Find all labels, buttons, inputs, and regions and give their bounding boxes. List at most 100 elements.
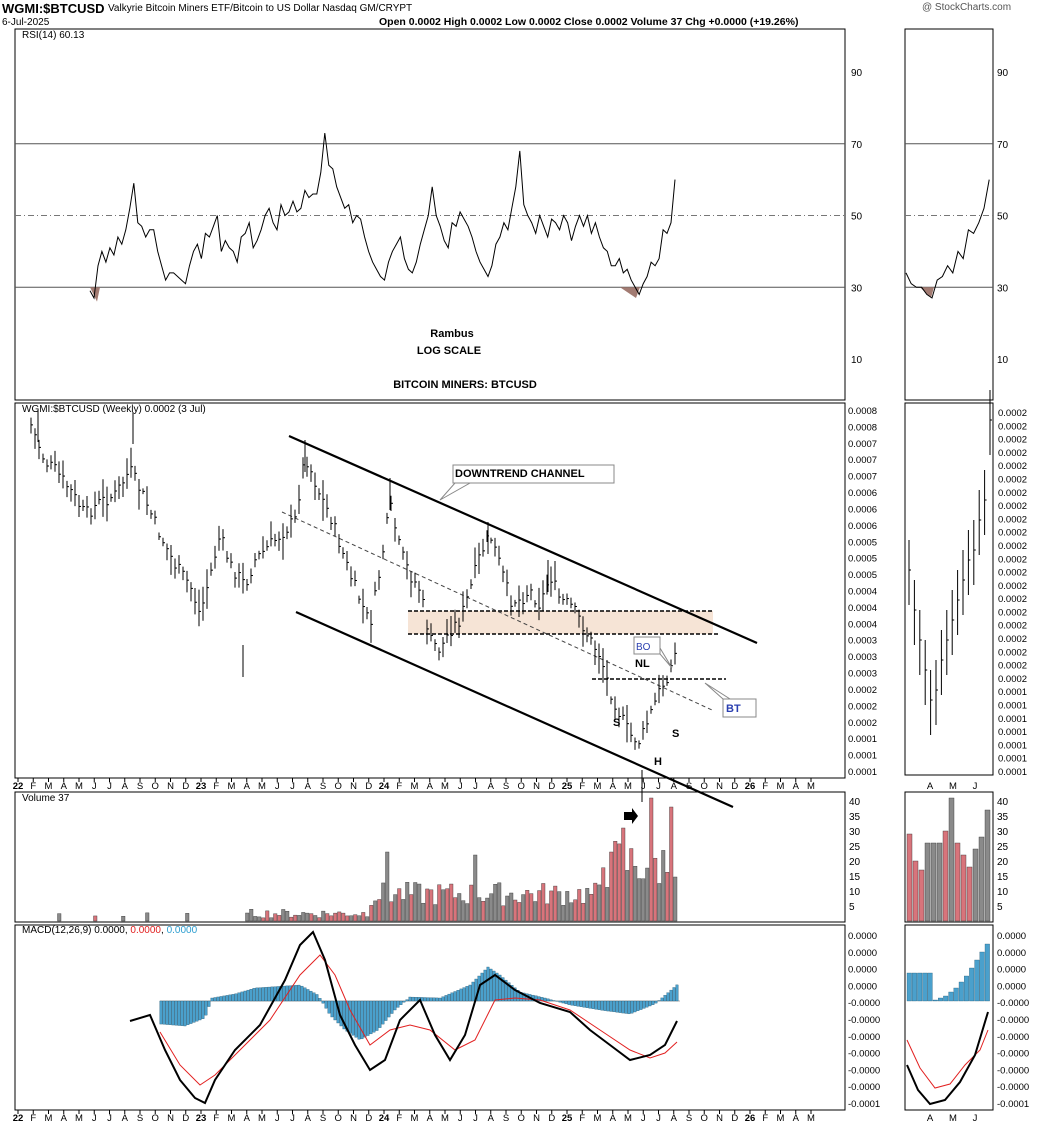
macd-inset-tick-label: -0.0000 bbox=[997, 1065, 1029, 1076]
price-inset-tick-label: 0.0002 bbox=[998, 461, 1027, 472]
x-axis-label: A bbox=[305, 781, 312, 792]
volume-bar bbox=[534, 902, 538, 921]
macd-hist-bar bbox=[412, 997, 415, 1001]
price-inset-tick-label: 0.0002 bbox=[998, 501, 1027, 512]
macd-hist-bar bbox=[304, 988, 307, 1001]
x-axis-label: A bbox=[61, 1113, 68, 1124]
price-tick-label: 0.0001 bbox=[848, 767, 877, 778]
macd-hist-bar bbox=[169, 1001, 172, 1025]
macd-hist-bar bbox=[367, 1001, 370, 1036]
macd-hist-bar bbox=[607, 1001, 610, 1011]
volume-bar bbox=[490, 894, 494, 921]
volume-bar bbox=[630, 849, 634, 921]
channel-callout-text: DOWNTREND CHANNEL bbox=[455, 468, 585, 480]
x-axis-label: N bbox=[716, 781, 723, 792]
x-axis-label: F bbox=[579, 781, 585, 792]
macd-hist-bar bbox=[583, 1001, 586, 1007]
volume-inset-tick-label: 15 bbox=[997, 872, 1009, 883]
x-axis-label: N bbox=[167, 1113, 174, 1124]
macd-hist-bar bbox=[562, 1001, 565, 1003]
inset-macd-hist-bar bbox=[959, 982, 964, 1001]
rsi-inset-frame bbox=[905, 29, 993, 400]
rsi-inset-tick-label: 70 bbox=[997, 140, 1009, 151]
volume-bar bbox=[278, 915, 282, 921]
volume-bar bbox=[470, 885, 474, 921]
header-description: Valkyrie Bitcoin Miners ETF/Bitcoin to U… bbox=[108, 3, 412, 14]
volume-bar bbox=[446, 889, 450, 921]
rsi-tick-label: 70 bbox=[851, 140, 863, 151]
volume-bar bbox=[594, 883, 598, 921]
macd-hist-bar bbox=[376, 1001, 379, 1031]
x-axis-label: J bbox=[275, 781, 280, 792]
x-axis-label: 26 bbox=[745, 1113, 756, 1124]
volume-bar bbox=[646, 868, 650, 921]
volume-bar bbox=[334, 913, 338, 921]
volume-inset-tick-label: 30 bbox=[997, 827, 1009, 838]
macd-hist-bar bbox=[271, 987, 274, 1001]
volume-bar bbox=[674, 877, 678, 921]
volume-bar bbox=[362, 912, 366, 921]
volume-tick-label: 15 bbox=[849, 872, 861, 883]
volume-bar bbox=[658, 883, 662, 921]
inset-macd-hist-bar bbox=[969, 968, 974, 1001]
volume-bar bbox=[270, 918, 274, 921]
macd-value: 0.0000 bbox=[94, 925, 125, 936]
macd-hist-bar bbox=[559, 1001, 562, 1002]
x-axis-label: F bbox=[213, 1113, 219, 1124]
volume-bar bbox=[310, 914, 314, 921]
x-axis-label: M bbox=[777, 781, 785, 792]
inset-macd-hist-bar bbox=[938, 998, 943, 1001]
macd-hist-bar bbox=[202, 1001, 205, 1019]
volume-bar bbox=[474, 855, 478, 921]
price-inset-tick-label: 0.0002 bbox=[998, 421, 1027, 432]
x-axis-label: S bbox=[320, 1113, 326, 1124]
x-axis-label: J bbox=[290, 1113, 295, 1124]
head-label: H bbox=[654, 756, 662, 768]
x-axis-label: M bbox=[807, 781, 815, 792]
volume-bar bbox=[274, 914, 278, 921]
volume-bar bbox=[550, 891, 554, 921]
macd-hist-bar bbox=[217, 997, 220, 1001]
x-axis-label: F bbox=[30, 781, 36, 792]
x-axis-label: N bbox=[716, 1113, 723, 1124]
macd-inset-tick-label: 0.0000 bbox=[997, 981, 1026, 992]
macd-inset-tick-label: 0.0000 bbox=[997, 948, 1026, 959]
macd-hist-bar bbox=[439, 998, 442, 1001]
x-axis-label: 24 bbox=[379, 1113, 390, 1124]
macd-hist-bar bbox=[487, 967, 490, 1001]
header-date: 6-Jul-2025 bbox=[2, 17, 49, 28]
price-inset-tick-label: 0.0001 bbox=[998, 767, 1027, 778]
macd-hist-bar bbox=[643, 1001, 646, 1008]
macd-hist-bar bbox=[187, 1001, 190, 1025]
price-tick-label: 0.0007 bbox=[848, 455, 877, 466]
x-axis-label: S bbox=[137, 781, 143, 792]
nl-label: NL bbox=[635, 658, 650, 670]
bo-callout-text: BO bbox=[636, 642, 651, 653]
volume-bar bbox=[262, 918, 266, 921]
x-axis-label: O bbox=[152, 1113, 159, 1124]
price-inset-tick-label: 0.0001 bbox=[998, 701, 1027, 712]
volume-tick-label: 30 bbox=[849, 827, 861, 838]
volume-bar bbox=[354, 915, 358, 921]
macd-hist-bar bbox=[616, 1001, 619, 1012]
volume-bar bbox=[318, 918, 322, 921]
macd-hist-bar bbox=[571, 1001, 574, 1005]
x-axis-label: J bbox=[290, 781, 295, 792]
volume-bar bbox=[654, 858, 658, 921]
macd-hist-bar bbox=[166, 1001, 169, 1025]
bt-callout-pointer bbox=[705, 683, 730, 699]
x-axis-label: M bbox=[45, 1113, 53, 1124]
price-tick-label: 0.0002 bbox=[848, 718, 877, 729]
x-axis-label: A bbox=[427, 1113, 434, 1124]
volume-bar bbox=[346, 916, 350, 921]
x-axis-label: M bbox=[624, 1113, 632, 1124]
x-axis-label: O bbox=[701, 1113, 708, 1124]
rsi-tick-label: 90 bbox=[851, 68, 863, 79]
macd-hist-bar bbox=[319, 998, 322, 1001]
price-inset-tick-label: 0.0002 bbox=[998, 408, 1027, 419]
price-inset-tick-label: 0.0002 bbox=[998, 474, 1027, 485]
rsi-oversold-shade bbox=[620, 287, 640, 298]
macd-tick-label: -0.0000 bbox=[848, 1032, 880, 1043]
macd-hist-bar bbox=[457, 990, 460, 1001]
